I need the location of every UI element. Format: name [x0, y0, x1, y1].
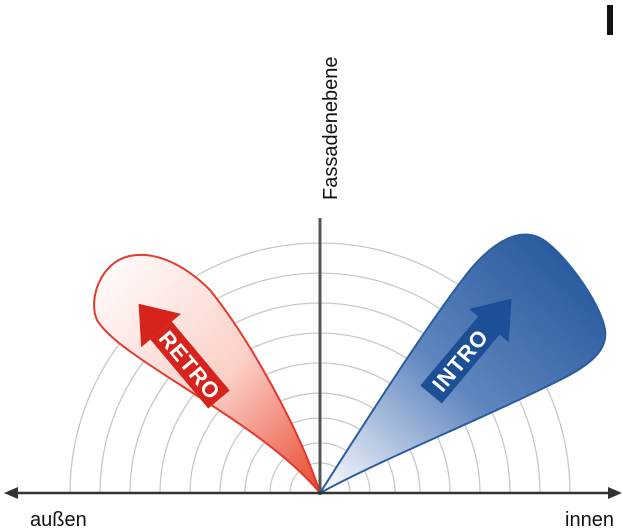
- corner-bar: [607, 5, 613, 35]
- inside-label: innen: [565, 509, 614, 531]
- outside-label: außen: [30, 509, 87, 531]
- facade-label: Fassadenebene: [320, 57, 342, 200]
- arrow-left: [4, 487, 18, 499]
- arrow-right: [608, 487, 622, 499]
